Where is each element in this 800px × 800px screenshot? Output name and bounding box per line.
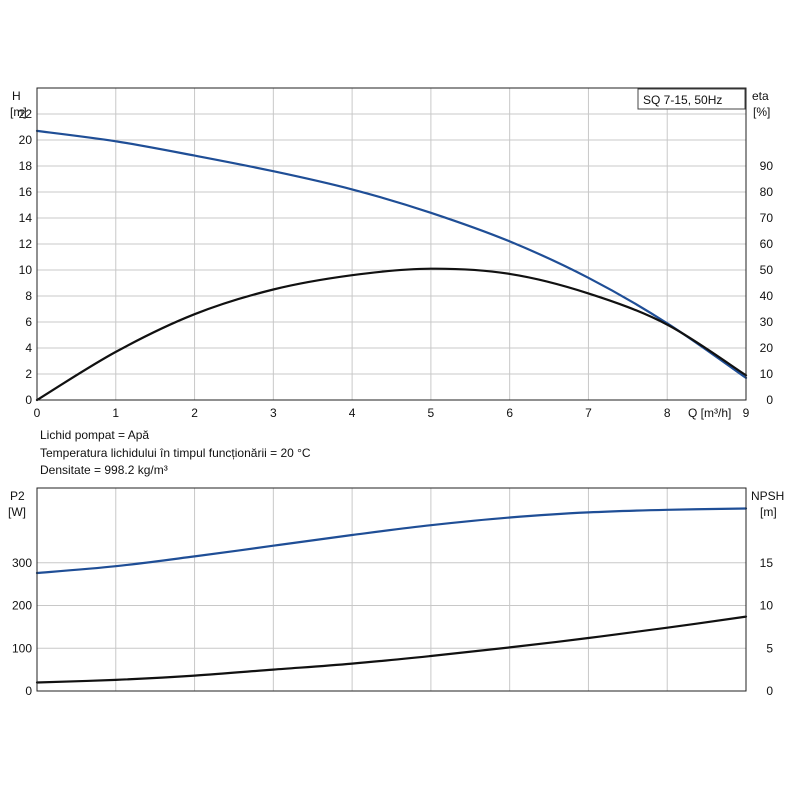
bottom-series-0-curve xyxy=(35,507,748,575)
bottom-left-tick-label: 100 xyxy=(12,641,32,655)
bottom-right-tick-label: 5 xyxy=(766,641,773,655)
bottom-right-tick-label: 15 xyxy=(760,556,774,570)
top-right-tick-label: 90 xyxy=(760,159,774,173)
top-left-tick-label: 16 xyxy=(19,185,33,199)
bottom-right-axis-label-line1: NPSH xyxy=(751,489,784,503)
top-right-tick-label: 70 xyxy=(760,211,774,225)
top-left-tick-label: 18 xyxy=(19,159,33,173)
bottom-tick-labels: 0 100 200 300 0 5 10 15 xyxy=(12,556,773,698)
top-left-tick-label: 12 xyxy=(19,237,33,251)
top-right-tick-label: 40 xyxy=(760,289,774,303)
top-left-tick-label: 2 xyxy=(25,367,32,381)
temperature-info: Temperatura lichidului în timpul funcțio… xyxy=(40,446,311,460)
top-left-tick-label: 0 xyxy=(25,393,32,407)
bottom-left-axis-label-line2: [W] xyxy=(8,505,26,519)
bottom-left-tick-label: 200 xyxy=(12,599,32,613)
bottom-right-tick-label: 10 xyxy=(760,599,774,613)
top-right-tick-label: 60 xyxy=(760,237,774,251)
liquid-info: Lichid pompat = Apă xyxy=(40,428,150,442)
top-right-axis-label-line1: eta xyxy=(752,89,769,103)
bottom-left-tick-label: 0 xyxy=(25,684,32,698)
top-left-tick-label: 10 xyxy=(19,263,33,277)
top-x-tick-label: 3 xyxy=(270,406,277,420)
top-x-tick-label: 5 xyxy=(428,406,435,420)
bottom-plot-frame xyxy=(36,487,747,692)
top-x-tick-label: 9 xyxy=(743,406,750,420)
top-series xyxy=(35,129,748,402)
bottom-left-tick-label: 300 xyxy=(12,556,32,570)
chart-title: SQ 7-15, 50Hz xyxy=(643,93,722,107)
density-info: Densitate = 998.2 kg/m³ xyxy=(40,463,168,477)
bottom-right-axis-label-line2: [m] xyxy=(760,505,777,519)
top-left-tick-label: 8 xyxy=(25,289,32,303)
top-x-tick-label: 4 xyxy=(349,406,356,420)
top-right-tick-label: 80 xyxy=(760,185,774,199)
top-right-tick-label: 20 xyxy=(760,341,774,355)
top-right-tick-label: 0 xyxy=(766,393,773,407)
top-left-tick-label: 14 xyxy=(19,211,33,225)
top-grid xyxy=(36,88,747,401)
bottom-right-tick-label: 0 xyxy=(766,684,773,698)
top-left-axis-label-line2: [m] xyxy=(10,105,27,119)
top-right-tick-label: 50 xyxy=(760,263,774,277)
top-left-tick-label: 22 xyxy=(19,107,33,121)
top-x-tick-label: 2 xyxy=(191,406,198,420)
top-right-tick-label: 10 xyxy=(760,367,774,381)
top-x-tick-label: 8 xyxy=(664,406,671,420)
top-left-tick-label: 4 xyxy=(25,341,32,355)
top-left-tick-label: 6 xyxy=(25,315,32,329)
top-x-tick-label: 0 xyxy=(34,406,41,420)
top-left-axis-label-line1: H xyxy=(12,89,21,103)
chart-title-box: SQ 7-15, 50Hz xyxy=(637,88,746,110)
bottom-left-axis-label-line1: P2 xyxy=(10,489,25,503)
top-series-1-curve xyxy=(35,267,748,402)
x-axis-label: Q [m³/h] xyxy=(688,406,731,420)
top-x-tick-label: 6 xyxy=(506,406,513,420)
top-plot-frame xyxy=(36,87,747,401)
top-right-tick-label: 30 xyxy=(760,315,774,329)
bottom-series xyxy=(35,507,748,684)
bottom-series-1-curve xyxy=(35,615,748,684)
top-right-axis-label-line2: [%] xyxy=(753,105,770,119)
top-left-tick-label: 20 xyxy=(19,133,33,147)
top-x-tick-label: 1 xyxy=(112,406,119,420)
top-series-0-curve xyxy=(35,129,748,379)
top-x-tick-label: 7 xyxy=(585,406,592,420)
